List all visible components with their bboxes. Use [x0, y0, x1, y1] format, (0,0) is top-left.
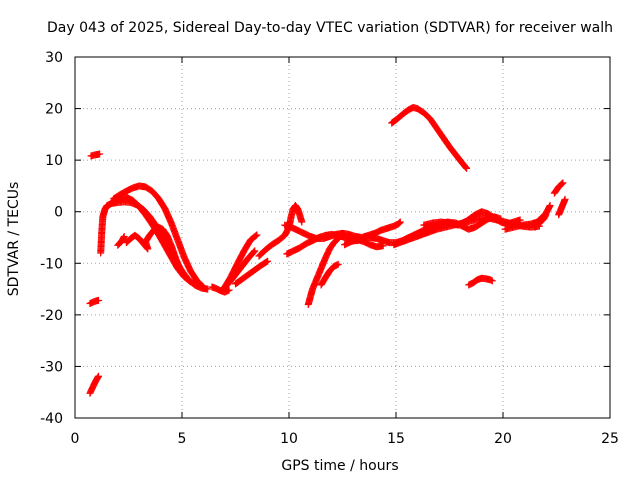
data-points [86, 104, 569, 397]
data-point-marker [253, 231, 261, 239]
series-arc-u [420, 208, 524, 229]
y-tick-label: -40 [40, 411, 63, 427]
data-point-marker [96, 150, 104, 158]
series-arc-l [232, 257, 272, 288]
data-point-marker [176, 264, 184, 272]
x-tick-label: 15 [387, 431, 405, 447]
y-tick-label: 0 [54, 205, 63, 221]
series-arc-y [555, 195, 569, 219]
y-tick-label: 20 [45, 102, 63, 118]
chart-title: Day 043 of 2025, Sidereal Day-to-day VTE… [47, 20, 613, 36]
data-point-marker [199, 283, 207, 291]
series-arc-k [221, 231, 261, 291]
data-point-marker [461, 163, 469, 171]
y-tick-labels: -40 -30 -20 -10 0 10 20 30 [40, 50, 63, 427]
x-tick-labels: 0 5 10 15 20 25 [71, 431, 619, 447]
data-point-marker [95, 296, 103, 304]
x-tick-label: 5 [178, 431, 187, 447]
series-arc-o [281, 218, 404, 243]
y-tick-label: 30 [45, 50, 63, 66]
data-point-marker [334, 260, 342, 268]
data-point-marker [120, 232, 128, 240]
data-point-marker [204, 285, 212, 293]
data-point-marker [250, 248, 258, 256]
data-point-marker [298, 218, 306, 226]
series-arc-b [86, 296, 103, 308]
data-point-marker [395, 219, 403, 227]
plot-frame [74, 56, 611, 419]
series-arc-c [87, 150, 104, 160]
x-tick-label: 20 [494, 431, 512, 447]
data-point-marker [396, 218, 404, 226]
data-point-marker [463, 164, 471, 172]
series-arc-r [341, 236, 387, 251]
data-point-marker [558, 180, 566, 188]
data-point-marker [333, 236, 341, 244]
series-arc-q [317, 260, 342, 289]
data-point-marker [252, 232, 260, 240]
data-point-marker [187, 278, 195, 286]
data-point-marker [95, 372, 103, 380]
x-axis-label: GPS time / hours [281, 458, 398, 474]
data-point-marker [557, 180, 565, 188]
y-tick-label: -30 [40, 359, 63, 375]
data-point-marker [488, 277, 496, 285]
y-axis-label: SDTVAR / TECUs [6, 182, 22, 297]
data-point-marker [225, 286, 233, 294]
x-tick-label: 25 [601, 431, 619, 447]
data-point-marker [542, 211, 550, 219]
series-arc-h [114, 232, 128, 249]
y-tick-label: -20 [40, 308, 63, 324]
series-arc-a [86, 372, 103, 397]
series-arc-g [122, 223, 184, 272]
y-tick-label: -10 [40, 256, 63, 272]
data-point-marker [559, 179, 567, 187]
data-point-marker [198, 282, 206, 290]
series-arc-z [388, 104, 471, 172]
x-tick-label: 0 [71, 431, 80, 447]
data-point-marker [333, 235, 341, 243]
series-arc-x [550, 179, 567, 197]
data-point-marker [263, 258, 271, 266]
data-point-marker [546, 202, 554, 210]
data-point-marker [334, 235, 342, 243]
data-point-marker [264, 257, 272, 265]
series-arc-aa [465, 274, 496, 289]
data-point-marker [379, 242, 387, 250]
series-arc-p [304, 235, 342, 309]
data-point-marker [462, 164, 470, 172]
series-arc-f [103, 193, 195, 286]
series-arc-e [110, 182, 207, 291]
data-point-marker [396, 219, 404, 227]
data-point-marker [561, 195, 569, 203]
series-arc-w [531, 211, 550, 231]
y-tick-label: 10 [45, 153, 63, 169]
data-point-marker [251, 247, 259, 255]
data-point-marker [186, 277, 194, 285]
x-tick-label: 10 [280, 431, 298, 447]
